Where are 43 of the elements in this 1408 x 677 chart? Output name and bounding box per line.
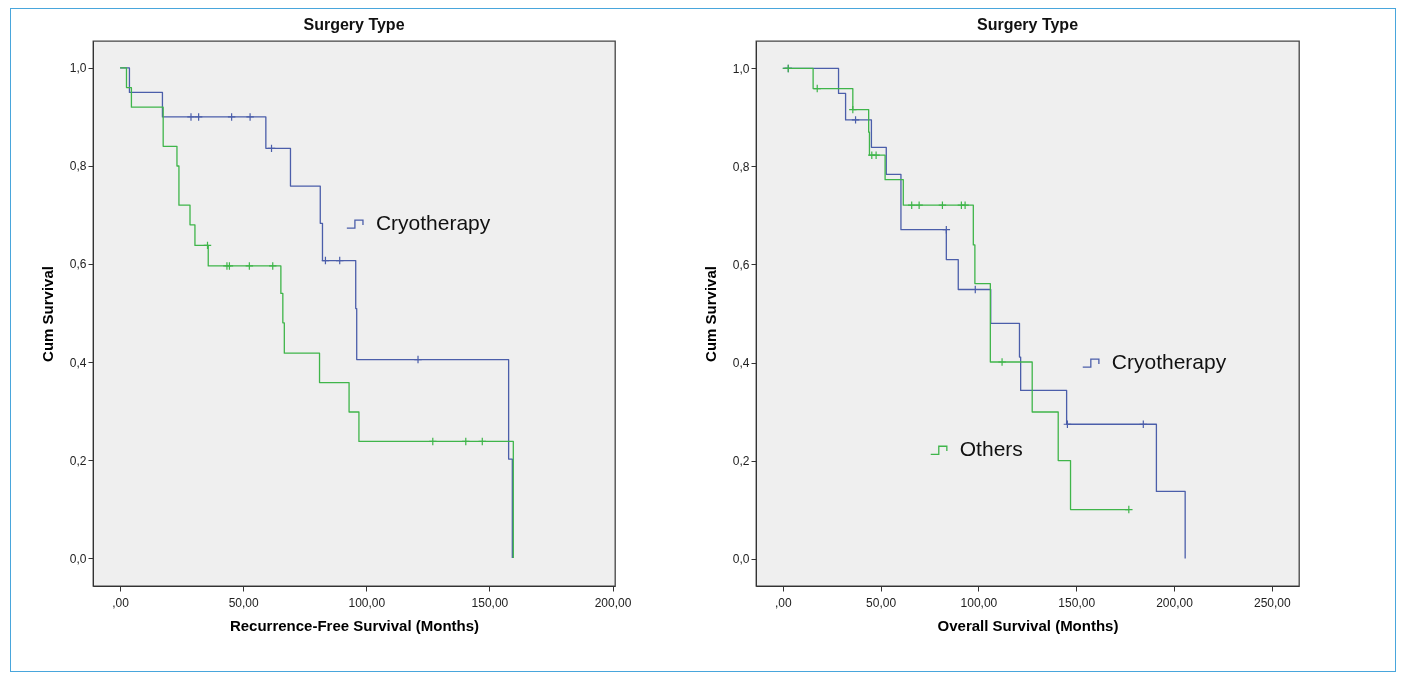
x-axis-title: Overall Survival (Months) [937, 616, 1119, 634]
y-tick-label: 0,8 [732, 159, 750, 174]
y-tick-label: 1,0 [732, 61, 750, 76]
x-tick-label: 100,00 [348, 595, 386, 610]
point [914, 200, 924, 210]
y-axis-title: Cum Survival [701, 266, 719, 362]
point [413, 355, 423, 364]
chart-title: Surgery Type [976, 16, 1079, 33]
x-tick-label: 50,00 [866, 595, 897, 610]
x-tick-label: 150,00 [1058, 595, 1096, 610]
y-tick-label: 0,2 [732, 454, 750, 469]
point [245, 261, 254, 271]
x-tick-label: 250,00 [1253, 595, 1291, 610]
y-tick-label: 0,4 [732, 356, 750, 371]
x-tick-label: 50,00 [228, 595, 260, 610]
point [245, 112, 255, 122]
y-tick-label: 0,0 [69, 551, 87, 566]
point [997, 357, 1007, 367]
x-tick-label: ,00 [774, 595, 792, 610]
y-tick-label: 0,6 [732, 257, 750, 272]
x-axis-title: Recurrence-Free Survival (Months) [229, 616, 480, 634]
y-tick-label: 0,2 [69, 453, 87, 468]
point [871, 150, 881, 160]
x-tick-label: 100,00 [960, 595, 998, 610]
y-axis-title: Cum Survival [38, 266, 56, 362]
point [194, 112, 203, 122]
x-tick-label: 200,00 [1156, 595, 1194, 610]
point [186, 112, 196, 122]
point [851, 115, 860, 125]
y-tick-label: 0,8 [69, 159, 87, 174]
x-tick-label: ,00 [112, 595, 130, 610]
legend-label: Others [959, 437, 1023, 461]
legend-label: Cryotherapy [375, 211, 491, 235]
y-tick-label: 0,0 [732, 552, 750, 567]
chart-title: Surgery Type [303, 16, 405, 33]
y-tick-label: 1,0 [69, 61, 87, 76]
y-tick-label: 0,6 [69, 257, 87, 272]
x-tick-label: 150,00 [471, 595, 509, 610]
x-tick-label: 200,00 [594, 595, 632, 610]
point [227, 112, 236, 122]
y-tick-label: 0,4 [69, 355, 87, 370]
legend-label: Cryotherapy [1111, 350, 1227, 374]
point [268, 261, 278, 271]
